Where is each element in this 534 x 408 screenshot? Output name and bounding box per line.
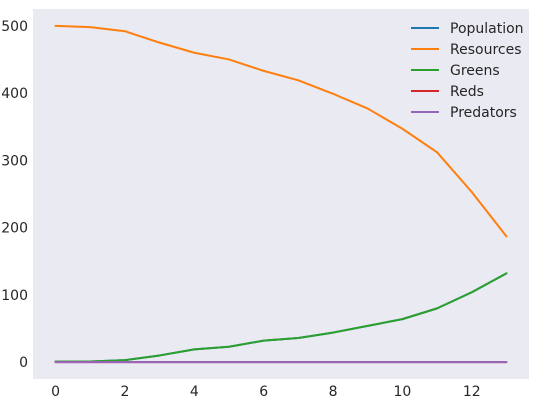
series-line-greens xyxy=(54,272,508,363)
series-lines xyxy=(54,24,508,364)
y-tick-label: 100 xyxy=(1,288,28,304)
legend-label-predators: Predators xyxy=(450,105,517,121)
x-tick-label: 2 xyxy=(120,384,129,400)
y-tick-label: 0 xyxy=(19,355,28,371)
legend-label-resources: Resources xyxy=(450,42,522,58)
y-tick-label: 400 xyxy=(1,86,28,102)
legend-label-greens: Greens xyxy=(450,63,500,79)
y-tick-label: 300 xyxy=(1,153,28,169)
x-tick-label: 10 xyxy=(393,384,411,400)
y-tick-label: 200 xyxy=(1,221,28,237)
plot-area xyxy=(33,9,529,379)
y-axis-ticks: 0 100 200 300 400 500 xyxy=(1,19,28,371)
y-tick-label: 500 xyxy=(1,19,28,35)
x-tick-label: 12 xyxy=(463,384,481,400)
x-axis-ticks: 0 2 4 6 8 10 12 xyxy=(51,384,481,400)
legend-label-population: Population xyxy=(450,21,524,37)
x-tick-label: 4 xyxy=(190,384,199,400)
series-line-resources xyxy=(54,24,508,238)
legend-label-reds: Reds xyxy=(450,84,484,100)
x-tick-label: 0 xyxy=(51,384,60,400)
x-tick-label: 6 xyxy=(259,384,268,400)
x-tick-label: 8 xyxy=(329,384,338,400)
legend: Population Resources Greens Reds Predators xyxy=(411,21,524,121)
